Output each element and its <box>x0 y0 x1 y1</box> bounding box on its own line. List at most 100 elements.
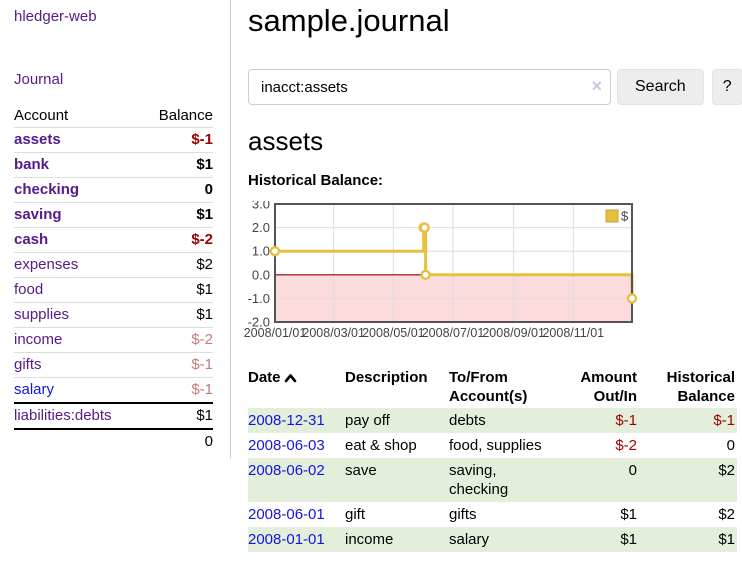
account-row: expenses $2 <box>14 252 213 278</box>
sidebar-item-journal[interactable]: Journal <box>14 71 64 88</box>
register-cell-description: gift <box>345 506 366 523</box>
account-link-liabilities-debts[interactable]: liabilities:debts <box>14 407 112 424</box>
chart-legend: $ <box>605 209 629 224</box>
transaction-date-link[interactable]: 2008-06-01 <box>248 506 325 523</box>
account-link-assets[interactable]: assets <box>14 131 61 148</box>
svg-text:0.0: 0.0 <box>252 267 270 282</box>
account-link-supplies[interactable]: supplies <box>14 306 70 323</box>
chart-title: Historical Balance: <box>248 172 384 189</box>
account-link-income[interactable]: income <box>14 331 63 348</box>
register-cell-date: 2008-06-01 <box>248 502 345 527</box>
accounts-total-balance: 0 <box>141 428 213 454</box>
register-row: 2008-06-02 save saving, checking 0 $2 <box>248 458 737 502</box>
register-header-date[interactable]: Date <box>248 366 345 408</box>
search-button[interactable]: Search <box>617 69 704 105</box>
account-link-food[interactable]: food <box>14 281 44 298</box>
account-heading: assets <box>248 126 324 156</box>
transaction-date-link[interactable]: 2008-01-01 <box>248 531 325 548</box>
register-cell-amount: 0 <box>628 462 637 479</box>
account-row: checking 0 <box>14 177 213 203</box>
register-cell-description: save <box>345 462 377 479</box>
account-balance: $-2 <box>141 227 213 253</box>
svg-text:2.0: 2.0 <box>252 220 270 235</box>
account-link-salary[interactable]: salary <box>14 381 55 398</box>
account-row: bank $1 <box>14 152 213 178</box>
account-link-gifts[interactable]: gifts <box>14 356 42 373</box>
account-balance: $1 <box>141 277 213 303</box>
register-cell-accounts: saving, checking <box>449 462 509 498</box>
account-balance: $1 <box>141 302 213 328</box>
accounts-header-account: Account <box>14 104 142 128</box>
svg-text:2008/01/01: 2008/01/01 <box>244 326 307 340</box>
register-table: Date Description To/From Account(s) Amou… <box>248 366 737 552</box>
svg-text:$: $ <box>621 209 629 224</box>
register-cell-amount: $1 <box>620 531 637 548</box>
account-link-saving[interactable]: saving <box>14 206 62 223</box>
register-row: 2008-12-31 pay off debts $-1 $-1 <box>248 408 737 433</box>
svg-text:2008/09/01: 2008/09/01 <box>482 326 545 340</box>
register-cell-accounts: food, supplies <box>449 437 542 454</box>
register-cell-amount: $-1 <box>615 412 637 429</box>
svg-text:2008/11/01: 2008/11/01 <box>542 326 604 340</box>
register-header-balance: Historical Balance <box>666 369 735 405</box>
page-title: sample.journal <box>248 3 450 38</box>
register-row: 2008-06-01 gift gifts $1 $2 <box>248 502 737 527</box>
app-title-link[interactable]: hledger-web <box>14 8 97 25</box>
sort-ascending-icon <box>284 369 297 388</box>
account-balance: 0 <box>141 177 213 203</box>
register-cell-date: 2008-12-31 <box>248 408 345 433</box>
main-content: sample.journal × Search ? assets Histori… <box>244 0 742 552</box>
register-cell-amount: $-2 <box>615 437 637 454</box>
account-row: cash $-2 <box>14 227 213 253</box>
account-balance: $1 <box>141 202 213 228</box>
historical-balance-chart[interactable]: $3.0 2.0 1.0 0.0 -1.0 -2.0 2008/01/01 2008/03/0… <box>239 197 643 345</box>
account-link-checking[interactable]: checking <box>14 181 80 198</box>
search-input[interactable] <box>248 69 611 105</box>
svg-text:-2.0: -2.0 <box>248 315 270 330</box>
register-row: 2008-06-03 eat & shop food, supplies $-2 0 <box>248 433 737 458</box>
register-cell-description: pay off <box>345 412 390 429</box>
account-balance: $-1 <box>141 377 213 404</box>
register-cell-date: 2008-01-01 <box>248 527 345 552</box>
transaction-date-link[interactable]: 2008-06-03 <box>248 437 325 454</box>
register-cell-balance: $2 <box>718 462 735 479</box>
clear-search-icon[interactable]: × <box>591 76 602 96</box>
svg-text:-1.0: -1.0 <box>248 291 270 306</box>
register-cell-amount: $1 <box>620 506 637 523</box>
account-balance: $1 <box>141 402 213 429</box>
help-button[interactable]: ? <box>711 69 742 105</box>
sidebar: hledger-web Journal Account Balance asse… <box>0 0 231 458</box>
svg-text:2008/07/01: 2008/07/01 <box>422 326 485 340</box>
svg-text:3.0: 3.0 <box>252 201 270 212</box>
account-row: food $1 <box>14 277 213 303</box>
register-cell-balance: $-1 <box>713 412 735 429</box>
register-cell-balance: $1 <box>718 531 735 548</box>
register-header-amount: Amount Out/In <box>580 369 637 405</box>
register-cell-accounts: salary <box>449 531 490 548</box>
register-cell-balance: 0 <box>726 437 735 454</box>
account-link-bank[interactable]: bank <box>14 156 50 173</box>
account-balance: $2 <box>141 252 213 278</box>
register-cell-accounts: debts <box>449 412 486 429</box>
chart-canvas[interactable]: $3.0 2.0 1.0 0.0 -1.0 -2.02008/01/012008/03/0… <box>239 197 643 345</box>
accounts-header-balance: Balance <box>141 104 213 128</box>
account-row: assets $-1 <box>14 127 213 153</box>
register-row: 2008-01-01 income salary $1 $1 <box>248 527 737 552</box>
account-row: salary $-1 <box>14 377 213 404</box>
register-cell-date: 2008-06-02 <box>248 458 345 502</box>
account-balance: $-2 <box>141 327 213 353</box>
register-header-accounts: To/From Account(s) <box>449 369 528 405</box>
svg-text:2008/03/01: 2008/03/01 <box>302 326 365 340</box>
register-cell-accounts: gifts <box>449 506 477 523</box>
register-header-description: Description <box>345 369 428 386</box>
transaction-date-link[interactable]: 2008-12-31 <box>248 412 325 429</box>
transaction-date-link[interactable]: 2008-06-02 <box>248 462 325 479</box>
accounts-total-row: 0 <box>14 428 213 454</box>
account-balance: $-1 <box>141 352 213 378</box>
search-form: × Search ? <box>248 69 742 105</box>
register-cell-balance: $2 <box>718 506 735 523</box>
account-link-cash[interactable]: cash <box>14 231 49 248</box>
account-balance: $1 <box>141 152 213 178</box>
account-row: saving $1 <box>14 202 213 228</box>
account-link-expenses[interactable]: expenses <box>14 256 79 273</box>
